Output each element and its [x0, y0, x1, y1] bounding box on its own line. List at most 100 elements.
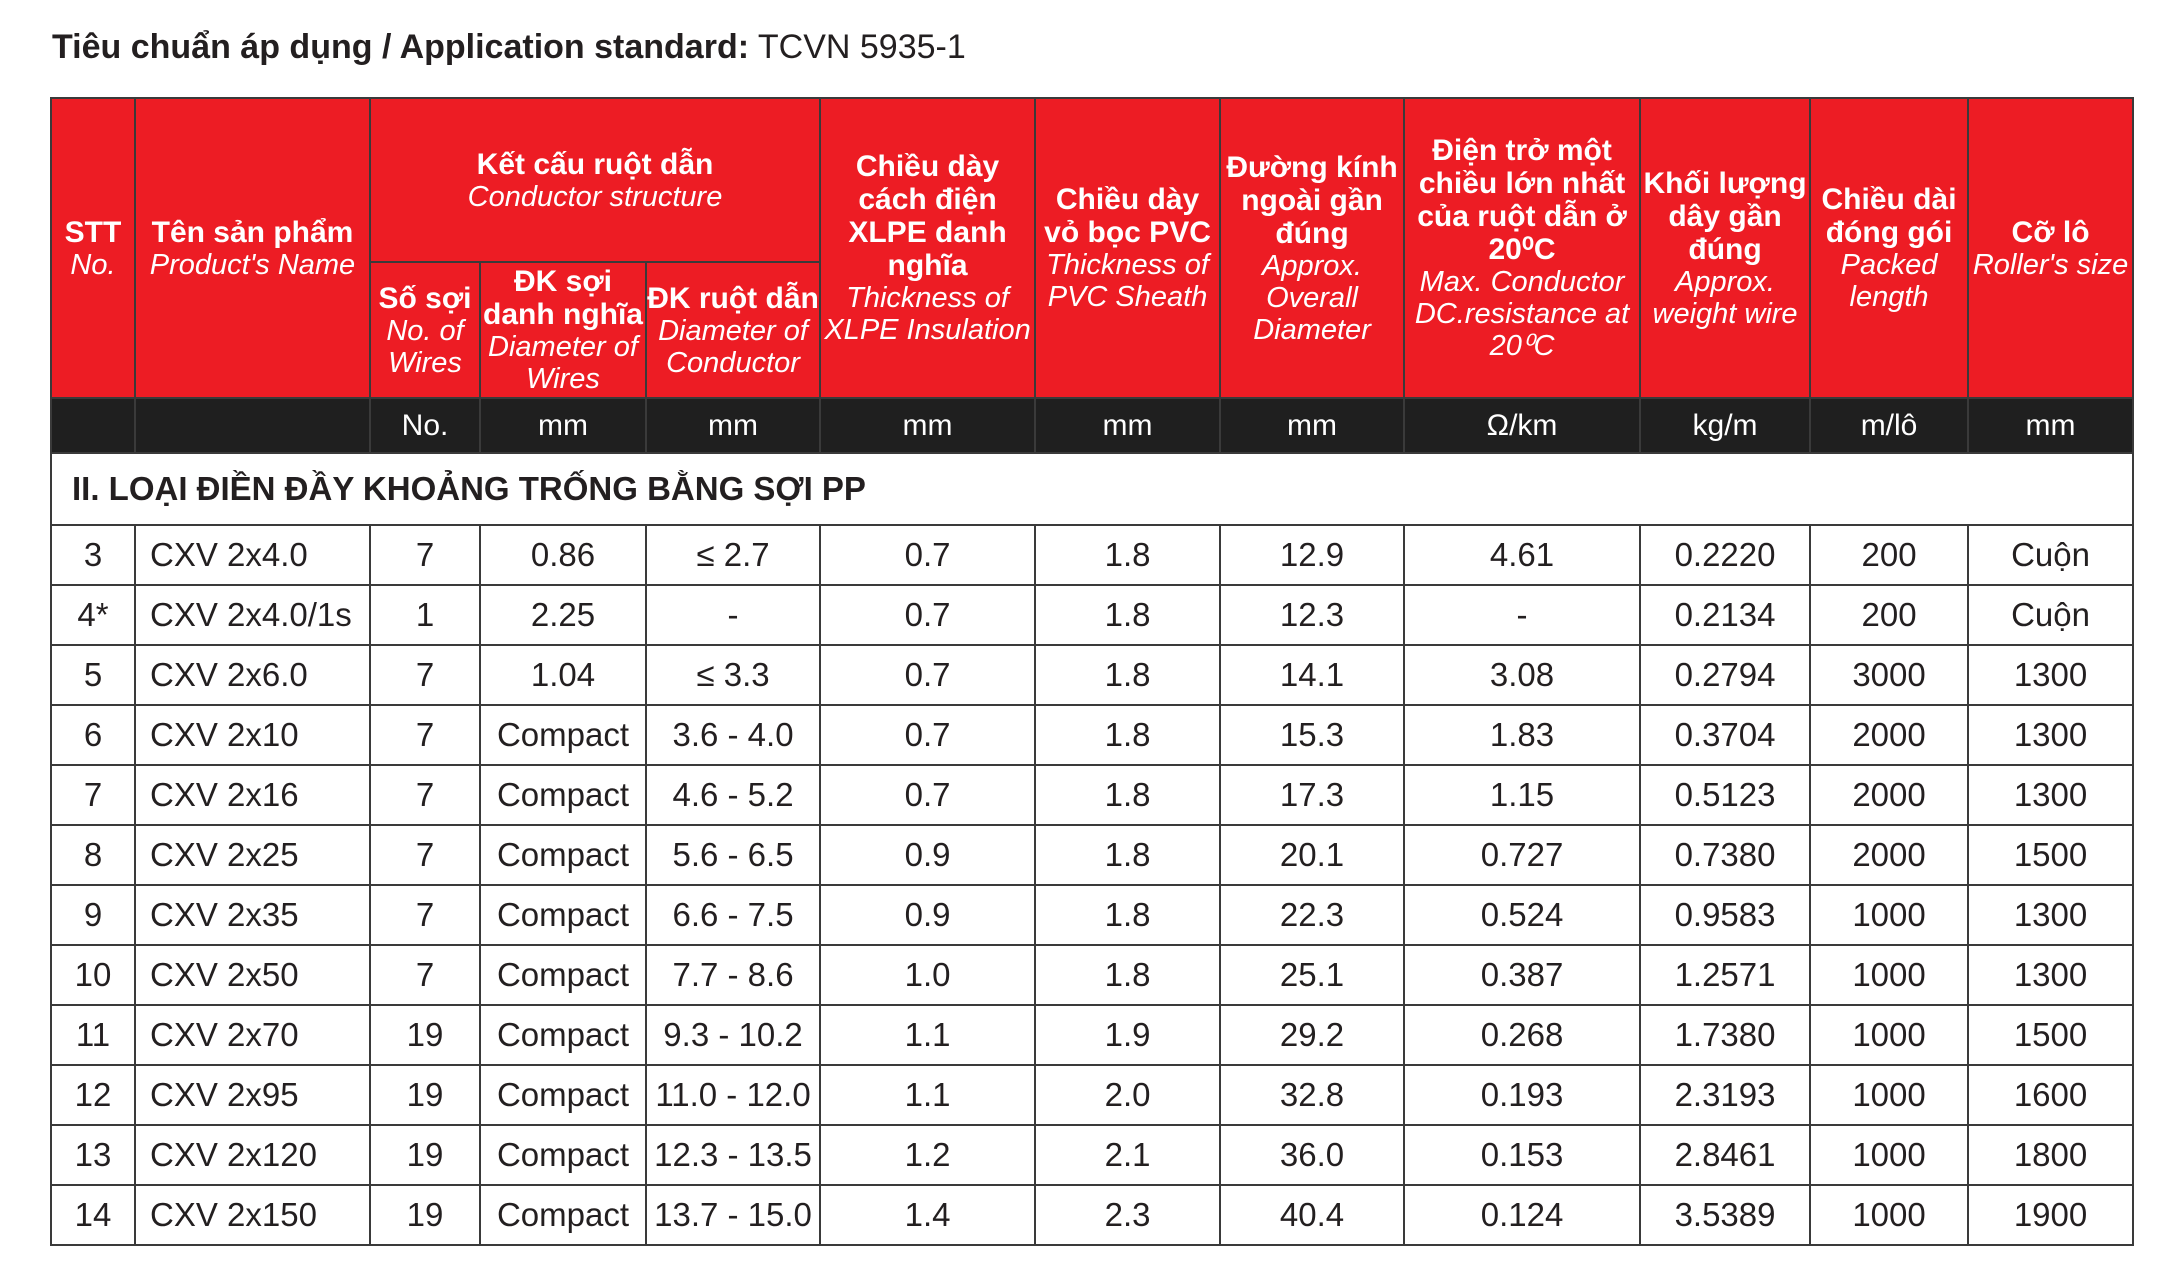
header-overall-diameter: Đường kính ngoài gần đúng Approx. Overall… [1219, 97, 1406, 399]
cell-overall-diameter: 14.1 [1219, 644, 1406, 706]
cell-conductor-diameter: 13.7 - 15.0 [644, 1184, 822, 1246]
cell-overall-diameter: 40.4 [1219, 1184, 1406, 1246]
cell-sheath-thickness: 1.8 [1034, 764, 1222, 826]
cell-sheath-thickness: 1.9 [1034, 1004, 1222, 1066]
unit-cell: mm [479, 397, 647, 454]
unit-cell: m/lô [1809, 397, 1970, 454]
cell-stt: 11 [50, 1004, 136, 1066]
cell-packed-length: 2000 [1809, 704, 1970, 766]
cell-conductor-diameter: ≤ 2.7 [644, 524, 822, 586]
cell-insulation-thickness: 1.1 [819, 1064, 1037, 1126]
table-row: 6 CXV 2x10 7 Compact 3.6 - 4.0 0.7 1.8 15.3 1.83… [50, 704, 2135, 766]
units-row: No. mm mm mm mm mm Ω/km kg/m m/lô mm [50, 397, 2135, 454]
cell-overall-diameter: 17.3 [1219, 764, 1406, 826]
cell-packed-length: 2000 [1809, 764, 1970, 826]
cell-product-name: CXV 2x4.0/1s [134, 584, 371, 646]
cell-product-name: CXV 2x50 [134, 944, 371, 1006]
cell-conductor-diameter: 7.7 - 8.6 [644, 944, 822, 1006]
cell-insulation-thickness: 0.7 [819, 644, 1037, 706]
cell-dc-resistance: 0.727 [1403, 824, 1642, 886]
cell-roller-size: Cuộn [1967, 584, 2135, 646]
table-row: 9 CXV 2x35 7 Compact 6.6 - 7.5 0.9 1.8 22.3 0.52… [50, 884, 2135, 946]
cell-overall-diameter: 20.1 [1219, 824, 1406, 886]
cell-wire-count: 1 [369, 584, 481, 646]
cell-sheath-thickness: 1.8 [1034, 584, 1222, 646]
unit-cell: kg/m [1639, 397, 1812, 454]
standard-value: TCVN 5935-1 [749, 28, 966, 66]
cell-product-name: CXV 2x4.0 [134, 524, 371, 586]
unit-cell: mm [819, 397, 1037, 454]
header-stt: STT No. [50, 97, 136, 399]
header-conductor-diameter: ĐK ruột dẫn Diameter of Conductor [644, 261, 822, 399]
cell-product-name: CXV 2x25 [134, 824, 371, 886]
cell-wire-diameter: Compact [479, 1184, 647, 1246]
cell-weight: 1.2571 [1639, 944, 1812, 1006]
unit-cell: mm [1967, 397, 2135, 454]
header-weight: Khối lượng dây gần đúng Approx. weight wi… [1639, 97, 1812, 399]
cell-weight: 0.2134 [1639, 584, 1812, 646]
table-row: 14 CXV 2x150 19 Compact 13.7 - 15.0 1.4 2.3 40.… [50, 1184, 2135, 1246]
cell-dc-resistance: 1.15 [1403, 764, 1642, 826]
cell-packed-length: 1000 [1809, 884, 1970, 946]
cell-stt: 7 [50, 764, 136, 826]
cell-weight: 3.5389 [1639, 1184, 1812, 1246]
unit-cell: mm [1219, 397, 1406, 454]
cell-insulation-thickness: 1.1 [819, 1004, 1037, 1066]
header-conductor-structure: Kết cấu ruột dẫn Conductor structure [368, 97, 822, 263]
cell-weight: 0.2220 [1639, 524, 1812, 586]
cell-wire-count: 19 [369, 1064, 481, 1126]
cell-weight: 0.2794 [1639, 644, 1812, 706]
cell-stt: 10 [50, 944, 136, 1006]
cell-roller-size: 1500 [1967, 1004, 2135, 1066]
cell-roller-size: 1300 [1967, 644, 2135, 706]
cell-stt: 3 [50, 524, 136, 586]
cell-wire-diameter: Compact [479, 884, 647, 946]
cell-wire-count: 19 [369, 1004, 481, 1066]
cell-wire-count: 19 [369, 1124, 481, 1186]
cell-stt: 13 [50, 1124, 136, 1186]
cell-packed-length: 2000 [1809, 824, 1970, 886]
cell-wire-count: 7 [369, 824, 481, 886]
cell-sheath-thickness: 1.8 [1034, 704, 1222, 766]
cell-product-name: CXV 2x16 [134, 764, 371, 826]
table-row: 12 CXV 2x95 19 Compact 11.0 - 12.0 1.1 2.0 32.8… [50, 1064, 2135, 1126]
cell-wire-diameter: 1.04 [479, 644, 647, 706]
cell-weight: 0.5123 [1639, 764, 1812, 826]
cell-product-name: CXV 2x120 [134, 1124, 371, 1186]
cell-sheath-thickness: 1.8 [1034, 524, 1222, 586]
section-title: II. LOẠI ĐIỀN ĐẦY KHOẢNG TRỐNG BẰNG SỢI … [49, 452, 2135, 526]
cell-insulation-thickness: 0.9 [819, 824, 1037, 886]
section-row: II. LOẠI ĐIỀN ĐẦY KHOẢNG TRỐNG BẰNG SỢI … [49, 452, 2135, 526]
unit-cell [50, 397, 136, 454]
cell-wire-diameter: 0.86 [479, 524, 647, 586]
cell-conductor-diameter: 9.3 - 10.2 [644, 1004, 822, 1066]
cell-dc-resistance: 0.193 [1403, 1064, 1642, 1126]
table-row: 11 CXV 2x70 19 Compact 9.3 - 10.2 1.1 1.9 29.2 0… [50, 1004, 2135, 1066]
header-packed-length: Chiều dài đóng gói Packed length [1809, 97, 1970, 399]
cell-wire-diameter: Compact [479, 1064, 647, 1126]
cell-wire-diameter: 2.25 [479, 584, 647, 646]
cell-dc-resistance: 0.124 [1403, 1184, 1642, 1246]
cell-wire-diameter: Compact [479, 944, 647, 1006]
cell-packed-length: 1000 [1809, 1004, 1970, 1066]
cell-dc-resistance: 4.61 [1403, 524, 1642, 586]
cell-insulation-thickness: 0.7 [819, 524, 1037, 586]
header-wires: Số sợi No. of Wires [369, 261, 481, 399]
application-standard: Tiêu chuẩn áp dụng / Application standar… [52, 28, 966, 67]
cell-roller-size: 1500 [1967, 824, 2135, 886]
cell-packed-length: 200 [1809, 584, 1970, 646]
cell-product-name: CXV 2x6.0 [134, 644, 371, 706]
cell-weight: 2.3193 [1639, 1064, 1812, 1126]
cell-dc-resistance: 1.83 [1403, 704, 1642, 766]
table-row: 10 CXV 2x50 7 Compact 7.7 - 8.6 1.0 1.8 25.1 0.3… [50, 944, 2135, 1006]
table-row: 8 CXV 2x25 7 Compact 5.6 - 6.5 0.9 1.8 20.1 0.72… [50, 824, 2135, 886]
cell-sheath-thickness: 1.8 [1034, 944, 1222, 1006]
cell-insulation-thickness: 1.2 [819, 1124, 1037, 1186]
table-row: 5 CXV 2x6.0 7 1.04 ≤ 3.3 0.7 1.8 14.1 3.08 0.2794… [50, 644, 2135, 706]
cell-product-name: CXV 2x150 [134, 1184, 371, 1246]
header-resistance: Điện trở một chiều lớn nhất của ruột dẫn… [1403, 97, 1642, 399]
unit-cell: mm [644, 397, 822, 454]
cell-packed-length: 1000 [1809, 1184, 1970, 1246]
cell-wire-count: 7 [369, 704, 481, 766]
cell-sheath-thickness: 1.8 [1034, 884, 1222, 946]
